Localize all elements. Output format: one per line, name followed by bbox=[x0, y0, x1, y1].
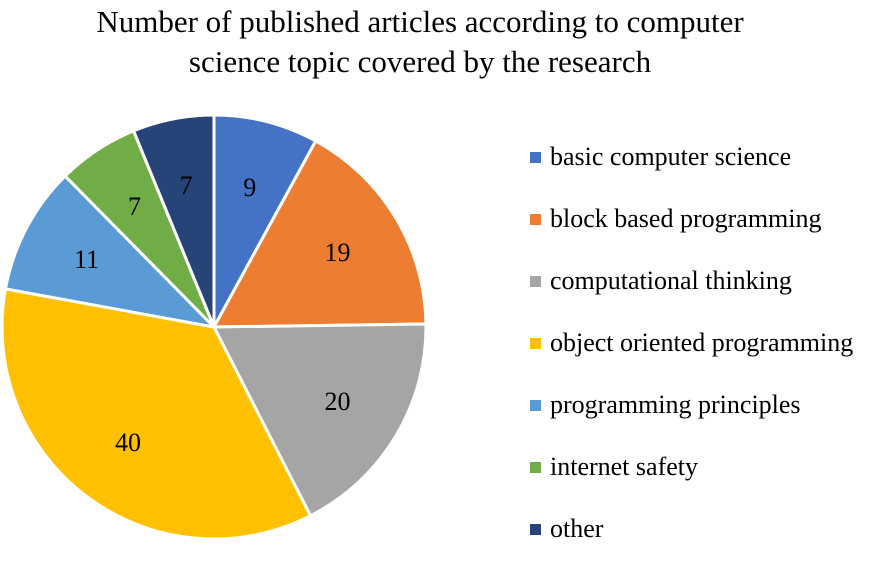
legend-item-block-based-programming: block based programming bbox=[530, 201, 853, 237]
data-label-programming-principles: 11 bbox=[74, 245, 99, 274]
legend-swatch bbox=[530, 399, 541, 411]
legend-item-other: other bbox=[530, 511, 853, 547]
data-label-internet-safety: 7 bbox=[128, 192, 141, 221]
chart-legend: basic computer science block based progra… bbox=[530, 139, 853, 573]
legend-label: programming principles bbox=[550, 390, 801, 419]
pie-slice-programming-principles bbox=[3, 174, 216, 329]
chart-title-line-1: Number of published articles according t… bbox=[96, 4, 744, 39]
legend-label: object oriented programming bbox=[550, 328, 854, 357]
pie-slice-block-based-programming bbox=[212, 139, 428, 329]
legend-label: block based programming bbox=[550, 204, 822, 233]
legend-swatch bbox=[530, 461, 541, 473]
pie-slice-other bbox=[132, 113, 216, 329]
legend-swatch bbox=[530, 523, 541, 535]
legend-swatch bbox=[530, 151, 541, 163]
pie-slice-basic-computer-science bbox=[212, 113, 318, 329]
legend-item-basic-computer-science: basic computer science bbox=[530, 139, 853, 175]
legend-swatch bbox=[530, 213, 541, 225]
data-label-block-based-programming: 19 bbox=[324, 238, 350, 267]
legend-label: basic computer science bbox=[550, 142, 792, 171]
chart-title: Number of published articles according t… bbox=[0, 2, 840, 82]
legend-item-internet-safety: internet safety bbox=[530, 449, 853, 485]
pie-slice-computational-thinking bbox=[212, 322, 428, 518]
legend-item-object-oriented-programming: object oriented programming bbox=[530, 325, 853, 361]
legend-item-computational-thinking: computational thinking bbox=[530, 263, 853, 299]
legend-label: other bbox=[550, 514, 604, 543]
legend-label: computational thinking bbox=[550, 266, 792, 295]
pie-chart: 9 19 20 40 11 7 7 bbox=[0, 113, 428, 541]
legend-label: internet safety bbox=[550, 452, 698, 481]
legend-item-programming-principles: programming principles bbox=[530, 387, 853, 423]
data-label-object-oriented-programming: 40 bbox=[115, 428, 141, 457]
data-label-computational-thinking: 20 bbox=[324, 387, 350, 416]
pie-slice-object-oriented-programming bbox=[0, 287, 313, 541]
legend-swatch bbox=[530, 337, 541, 349]
legend-swatch bbox=[530, 275, 541, 287]
data-label-basic-computer-science: 9 bbox=[243, 173, 256, 202]
data-label-other: 7 bbox=[180, 171, 193, 200]
chart-title-line-2: science topic covered by the research bbox=[188, 44, 652, 79]
